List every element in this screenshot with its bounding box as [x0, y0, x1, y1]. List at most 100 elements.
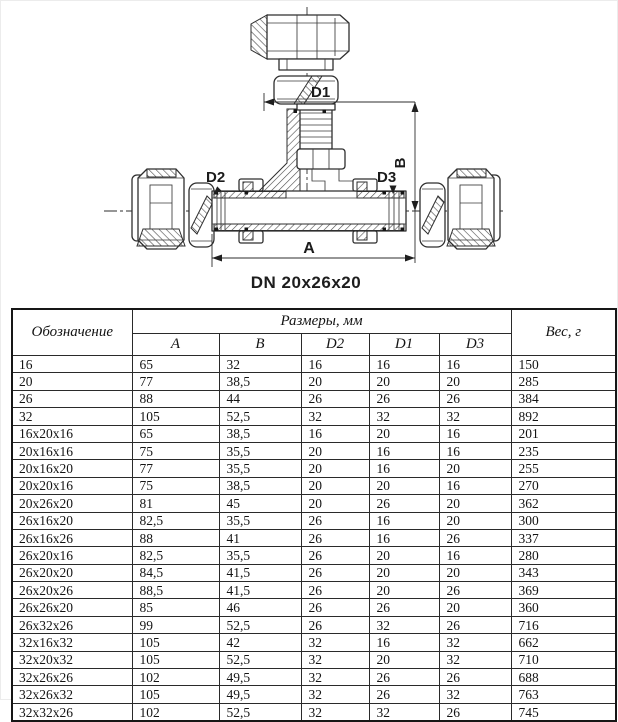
- cell-b: 44: [218, 389, 302, 409]
- cell-d3: 26: [438, 389, 512, 409]
- cell-weight: 710: [510, 650, 617, 670]
- cell-d3: 16: [438, 354, 512, 374]
- cell-designation: 26x16x20: [11, 511, 133, 530]
- dim-label-a: A: [303, 240, 315, 257]
- cell-a: 99: [131, 615, 220, 635]
- cell-weight: 280: [510, 546, 617, 565]
- cell-weight: 343: [510, 563, 617, 583]
- cell-d3: 32: [438, 407, 512, 426]
- cell-d1: 16: [368, 511, 440, 530]
- cell-weight: 270: [510, 476, 617, 496]
- col-header-d2: D2: [300, 333, 370, 356]
- table-row: 20 77 38,5 20 20 20 285: [11, 372, 617, 391]
- dimension-b: B: [392, 102, 419, 263]
- cell-d2: 26: [300, 546, 370, 565]
- cell-weight: 362: [510, 494, 617, 513]
- cell-d2: 32: [300, 668, 370, 687]
- cell-d3: 26: [438, 528, 512, 548]
- cell-d2: 20: [300, 476, 370, 496]
- table-row: 26x16x20 82,5 35,5 26 16 20 300: [11, 511, 617, 530]
- cell-d1: 26: [368, 389, 440, 409]
- cell-weight: 255: [510, 459, 617, 478]
- cell-weight: 662: [510, 633, 617, 652]
- cell-d1: 20: [368, 581, 440, 600]
- cell-d2: 32: [300, 633, 370, 652]
- table-row: 20x20x16 75 38,5 20 20 16 270: [11, 476, 617, 496]
- cell-d2: 26: [300, 615, 370, 635]
- cell-designation: 32x32x26: [11, 702, 133, 722]
- cell-weight: 892: [510, 407, 617, 426]
- cell-designation: 32x26x26: [11, 668, 133, 687]
- cell-d2: 26: [300, 598, 370, 617]
- cell-d3: 26: [438, 668, 512, 687]
- cell-a: 65: [131, 354, 220, 374]
- cell-b: 35,5: [218, 459, 302, 478]
- cell-b: 41,5: [218, 581, 302, 600]
- right-nut-assembly: [419, 168, 501, 250]
- cell-d3: 16: [438, 476, 512, 496]
- cell-a: 77: [131, 372, 220, 391]
- table-row: 26x26x20 85 46 26 26 20 360: [11, 598, 617, 617]
- cell-b: 45: [218, 494, 302, 513]
- table-row: 20x16x20 77 35,5 20 16 20 255: [11, 459, 617, 478]
- cell-d2: 20: [300, 459, 370, 478]
- cell-b: 38,5: [218, 372, 302, 391]
- top-nut-assembly: [250, 14, 350, 105]
- table-row: 20x16x16 75 35,5 20 16 16 235: [11, 441, 617, 461]
- cell-d1: 26: [368, 598, 440, 617]
- cell-designation: 26x16x26: [11, 528, 133, 548]
- col-header-designation: Обозначение: [11, 308, 133, 356]
- cell-designation: 26x26x20: [11, 598, 133, 617]
- cell-d3: 16: [438, 441, 512, 461]
- cell-d2: 26: [300, 581, 370, 600]
- cell-b: 32: [218, 354, 302, 374]
- cell-a: 88: [131, 528, 220, 548]
- cell-a: 65: [131, 424, 220, 443]
- table-row: 32x20x32 105 52,5 32 20 32 710: [11, 650, 617, 670]
- table-row: 26x20x16 82,5 35,5 26 20 16 280: [11, 546, 617, 565]
- dimensions-table-wrap: Обозначение Размеры, мм Вес, г A B D2 D1…: [11, 308, 618, 722]
- table-row: 26x20x26 88,5 41,5 26 20 26 369: [11, 581, 617, 600]
- col-header-a: A: [131, 333, 220, 356]
- cell-b: 52,5: [218, 407, 302, 426]
- cell-d3: 20: [438, 511, 512, 530]
- cell-a: 102: [131, 668, 220, 687]
- cell-a: 105: [131, 633, 220, 652]
- col-header-d1: D1: [368, 333, 440, 356]
- cell-b: 35,5: [218, 441, 302, 461]
- cell-b: 49,5: [218, 685, 302, 704]
- cell-weight: 201: [510, 424, 617, 443]
- dimension-a: A: [211, 234, 415, 267]
- cell-d1: 20: [368, 476, 440, 496]
- table-header: Обозначение Размеры, мм Вес, г A B D2 D1…: [11, 308, 617, 356]
- cell-designation: 32x20x32: [11, 650, 133, 670]
- cell-d1: 16: [368, 459, 440, 478]
- cell-d1: 16: [368, 633, 440, 652]
- cell-weight: 235: [510, 441, 617, 461]
- cell-weight: 300: [510, 511, 617, 530]
- cell-d3: 20: [438, 494, 512, 513]
- cell-d1: 16: [368, 354, 440, 374]
- table-row: 26 88 44 26 26 26 384: [11, 389, 617, 409]
- cell-d1: 32: [368, 407, 440, 426]
- cell-b: 52,5: [218, 650, 302, 670]
- col-header-weight: Вес, г: [510, 308, 617, 356]
- cell-b: 49,5: [218, 668, 302, 687]
- cell-d1: 20: [368, 372, 440, 391]
- cell-d2: 32: [300, 685, 370, 704]
- cell-designation: 20x26x20: [11, 494, 133, 513]
- cell-weight: 384: [510, 389, 617, 409]
- cell-a: 77: [131, 459, 220, 478]
- dim-label-d2: D2: [206, 169, 225, 186]
- cell-d2: 32: [300, 702, 370, 722]
- col-header-dimensions: Размеры, мм: [131, 308, 512, 334]
- drawing-caption: DN 20x26x20: [250, 273, 362, 292]
- cell-d3: 26: [438, 581, 512, 600]
- cell-a: 105: [131, 685, 220, 704]
- technical-drawing-area: D1 B A D2 D3 DN 20x26x20: [1, 1, 618, 307]
- cell-d2: 20: [300, 441, 370, 461]
- dim-label-b: B: [392, 157, 409, 168]
- dimension-d3: D3: [377, 169, 397, 194]
- cell-d3: 20: [438, 563, 512, 583]
